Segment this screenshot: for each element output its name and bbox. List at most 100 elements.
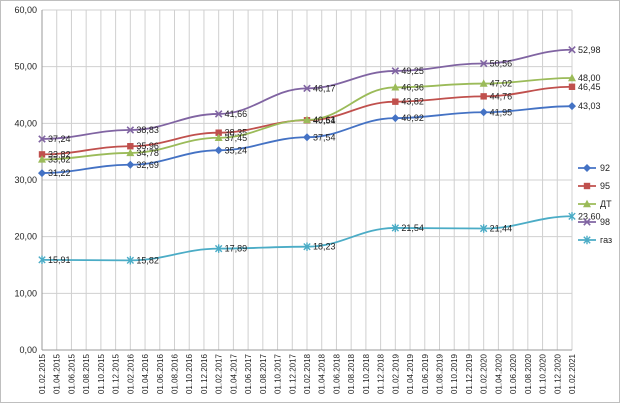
data-label: 37,54	[313, 132, 336, 142]
x-tick-label: 01.02.2019	[391, 353, 400, 394]
series-4-marker	[568, 212, 576, 221]
series-0-marker	[214, 146, 223, 155]
x-tick-label: 01.04.2018	[318, 353, 327, 394]
x-tick-label: 01.12.2017	[288, 353, 297, 394]
x-tick-label: 01.04.2019	[406, 353, 415, 394]
x-tick-label: 01.04.2020	[494, 353, 503, 394]
data-label: 49,25	[401, 66, 424, 76]
series-3-marker	[479, 59, 488, 68]
y-tick-label: 60,00	[14, 5, 37, 15]
x-tick-label: 01.12.2016	[200, 353, 209, 394]
x-axis: 01.02.2015 01.04.2015 01.06.2015 01.08.2015…	[38, 349, 577, 394]
x-tick-label: 01.08.2019	[436, 353, 445, 394]
y-tick-label: 10,00	[14, 288, 37, 298]
series-0-marker	[568, 102, 576, 111]
data-label: 37,24	[48, 134, 71, 144]
data-label: 23,60	[578, 211, 601, 221]
x-tick-label: 01.02.2018	[303, 353, 312, 394]
series: 31,22 32,69 35,24 37,54 40,92 41,95 43,03 33,82…	[38, 45, 601, 265]
legend-entry: 98	[600, 217, 610, 227]
legend: 92 95 ДТ 98 газ	[578, 163, 612, 245]
legend-entry: ДТ	[600, 199, 612, 209]
x-tick-label: 01.12.2015	[112, 353, 121, 394]
data-label: 21,54	[401, 223, 424, 233]
series-1-marker	[480, 93, 487, 100]
data-label: 18,23	[313, 242, 336, 252]
data-label: 40,54	[313, 115, 336, 125]
series-1-marker	[568, 83, 576, 90]
legend-entry: 95	[600, 181, 610, 191]
series-3-marker	[568, 46, 576, 54]
y-tick-label: 0,00	[19, 345, 37, 355]
series-4-marker	[126, 256, 135, 265]
series-3-marker	[38, 135, 46, 143]
series-4-marker	[303, 242, 311, 251]
legend-marker	[583, 235, 591, 245]
legend-marker	[583, 182, 591, 190]
legend-entry: газ	[600, 235, 612, 245]
data-label: 38,83	[136, 125, 159, 135]
data-label: 33,62	[48, 154, 71, 164]
data-label: 21,44	[490, 224, 513, 234]
data-label: 35,96	[136, 141, 159, 151]
x-tick-label: 01.08.2018	[347, 353, 356, 394]
x-tick-label: 01.08.2015	[82, 353, 91, 394]
data-label: 44,76	[490, 91, 513, 101]
gridlines	[41, 9, 573, 351]
x-tick-label: 01.06.2017	[244, 353, 253, 394]
x-tick-label: 01.10.2020	[539, 353, 548, 394]
x-tick-label: 01.04.2017	[229, 353, 238, 394]
series-4-marker	[479, 224, 488, 233]
x-tick-label: 01.02.2020	[480, 353, 489, 394]
series-3-marker	[214, 110, 223, 118]
data-label: 40,92	[401, 113, 424, 123]
series-4-marker	[391, 223, 400, 233]
data-label: 31,22	[48, 168, 71, 178]
data-label: 37,45	[225, 133, 248, 143]
x-tick-label: 01.12.2018	[377, 353, 386, 394]
series-0-marker	[38, 169, 46, 178]
x-tick-label: 01.04.2016	[141, 353, 150, 394]
series-3-marker	[126, 126, 135, 134]
x-tick-label: 01.06.2018	[332, 353, 341, 394]
x-tick-label: 01.06.2015	[67, 353, 76, 394]
x-tick-label: 01.12.2019	[465, 353, 474, 394]
series-2-marker	[479, 79, 488, 87]
data-label: 17,89	[225, 244, 248, 254]
series-2-marker	[391, 83, 400, 91]
y-tick-label: 30,00	[14, 175, 37, 185]
data-label: 46,45	[578, 82, 601, 92]
series-0-marker	[479, 108, 488, 117]
series-2-marker	[126, 148, 135, 157]
series-1-marker	[38, 151, 46, 158]
x-tick-label: 01.10.2017	[274, 353, 283, 394]
series-0-marker	[303, 133, 311, 142]
x-tick-label: 01.10.2019	[450, 353, 459, 394]
x-tick-label: 01.10.2018	[362, 353, 371, 394]
series-0-marker	[126, 160, 135, 169]
legend-marker	[583, 218, 591, 226]
x-tick-label: 01.02.2016	[126, 353, 135, 394]
y-tick-label: 40,00	[14, 118, 37, 128]
x-tick-label: 01.06.2019	[421, 353, 430, 394]
data-label: 46,17	[313, 83, 336, 93]
series-0-marker	[391, 114, 400, 123]
x-tick-label: 01.08.2020	[524, 353, 533, 394]
legend-marker	[583, 199, 591, 208]
y-axis: 0,00 10,00 20,00 30,00 40,00 50,00 60,00	[14, 5, 43, 355]
data-label: 15,82	[136, 255, 159, 265]
x-tick-label: 01.06.2020	[509, 353, 518, 394]
data-label: 40,61	[313, 115, 336, 125]
data-label: 43,82	[401, 97, 424, 107]
data-label: 50,56	[490, 58, 513, 68]
legend-marker	[583, 164, 591, 172]
x-tick-label: 01.10.2016	[185, 353, 194, 394]
data-label: 52,98	[578, 45, 601, 55]
data-label: 38,35	[225, 128, 248, 138]
data-label: 32,69	[136, 160, 159, 170]
series-1-marker	[215, 129, 222, 136]
series-1-marker	[392, 98, 399, 105]
x-tick-label: 01.06.2016	[156, 353, 165, 394]
